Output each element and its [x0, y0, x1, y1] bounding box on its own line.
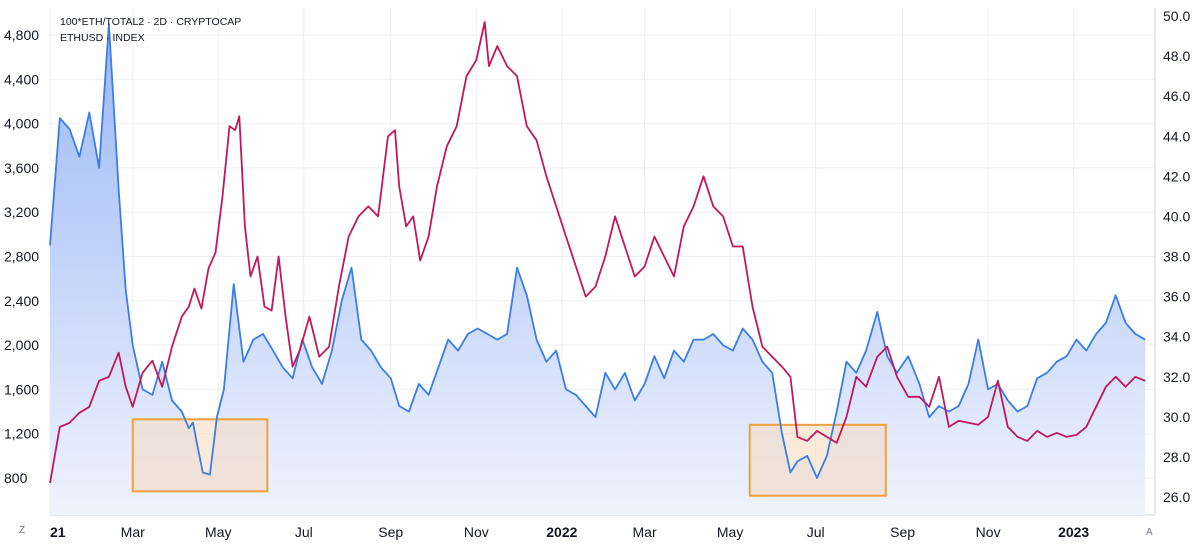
right-tick-label: 50.0 [1163, 8, 1190, 24]
x-tick-label: Sep [890, 524, 915, 540]
x-tick-label: Nov [464, 524, 489, 540]
left-tick-label: 4,400 [4, 71, 39, 87]
right-tick-label: 38.0 [1163, 249, 1190, 265]
x-tick-label: 2023 [1058, 524, 1089, 540]
left-tick-label: 1,600 [4, 381, 39, 397]
x-tick-label: Mar [121, 524, 145, 540]
x-axis: 21 Mar May Jul Sep Nov 2022 Mar May Jul Sep Nov 2023 [50, 524, 1089, 540]
area-layer [50, 23, 1146, 516]
left-tick-label: 4,000 [4, 116, 39, 132]
right-tick-label: 26.0 [1163, 489, 1190, 505]
right-tick-label: 34.0 [1163, 329, 1190, 345]
left-tick-label: 3,200 [4, 204, 39, 220]
x-tick-label: Sep [378, 524, 403, 540]
left-axis: 4,800 4,400 4,000 3,600 3,200 2,800 2,400 2,000… [4, 27, 39, 486]
left-tick-label: 1,200 [4, 426, 39, 442]
highlight-box-2 [748, 423, 887, 497]
series-layer [49, 21, 1146, 484]
right-tick-label: 42.0 [1163, 168, 1190, 184]
right-tick-label: 40.0 [1163, 208, 1190, 224]
left-tick-label: 4,800 [4, 27, 39, 43]
left-tick-label: 2,000 [4, 337, 39, 353]
x-tick-label: Mar [633, 524, 657, 540]
right-tick-label: 30.0 [1163, 409, 1190, 425]
chart-legend: 100*ETH/TOTAL2 · 2D · CRYPTOCAP ETHUSD ·… [60, 14, 241, 46]
right-axis: 50.0 48.0 46.0 44.0 42.0 40.0 38.0 36.0 34.0 32.0… [1163, 8, 1190, 505]
x-tick-label: 21 [50, 524, 66, 540]
ethusd-series-line [49, 23, 1146, 479]
x-tick-label: May [717, 524, 743, 540]
x-tick-label: Jul [295, 524, 313, 540]
right-tick-label: 44.0 [1163, 128, 1190, 144]
right-tick-label: 32.0 [1163, 369, 1190, 385]
left-tick-label: 2,400 [4, 293, 39, 309]
right-tick-label: 48.0 [1163, 48, 1190, 64]
eth-dominance-series-line [49, 21, 1146, 484]
x-tick-label: Jul [807, 524, 825, 540]
legend-line-ratio[interactable]: 100*ETH/TOTAL2 · 2D · CRYPTOCAP [60, 16, 242, 28]
ethusd-area-fill [50, 23, 1146, 516]
timezone-toggle-button[interactable]: Z [19, 525, 26, 536]
right-tick-label: 36.0 [1163, 289, 1190, 305]
left-tick-label: 800 [4, 470, 28, 486]
legend-line-ethusd[interactable]: ETHUSD · INDEX [60, 32, 145, 44]
x-tick-label: May [205, 524, 231, 540]
x-tick-label: Nov [976, 524, 1001, 540]
right-tick-label: 46.0 [1163, 88, 1190, 104]
x-tick-label: 2022 [546, 524, 577, 540]
left-tick-label: 2,800 [4, 249, 39, 265]
right-tick-label: 28.0 [1163, 449, 1190, 465]
auto-scale-button[interactable]: A [1146, 527, 1153, 538]
highlight-layer [131, 418, 887, 497]
left-tick-label: 3,600 [4, 160, 39, 176]
